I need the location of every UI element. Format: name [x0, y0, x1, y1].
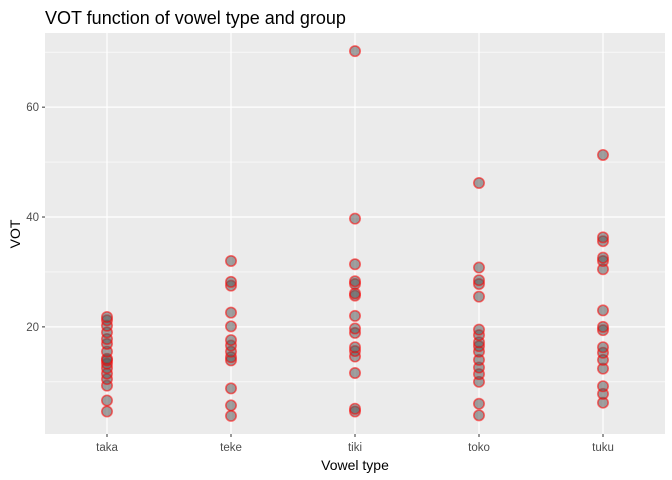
y-tick-label: 40 — [26, 212, 39, 224]
data-point — [225, 409, 238, 422]
data-point — [348, 309, 361, 322]
data-point — [472, 176, 485, 189]
data-point — [225, 320, 238, 333]
data-point — [596, 231, 609, 244]
data-points — [101, 45, 609, 422]
x-tick-label: tuku — [592, 442, 614, 454]
y-tick-label: 60 — [26, 102, 39, 114]
data-point — [225, 275, 238, 288]
data-point — [596, 304, 609, 317]
data-point — [225, 382, 238, 395]
data-point — [348, 367, 361, 380]
y-axis-title: VOT — [7, 219, 23, 248]
data-point — [472, 323, 485, 336]
data-point — [472, 409, 485, 422]
data-point — [348, 45, 361, 58]
data-point — [596, 251, 609, 264]
data-point — [348, 322, 361, 335]
x-tick-label: teke — [220, 442, 242, 454]
y-tick-label: 20 — [26, 322, 39, 334]
x-axis-title: Vowel type — [321, 457, 389, 473]
data-point — [101, 310, 114, 323]
chart-title: VOT function of vowel type and group — [45, 8, 346, 28]
data-point — [101, 394, 114, 407]
data-point — [348, 275, 361, 288]
data-point — [472, 290, 485, 303]
data-point — [596, 341, 609, 354]
data-point — [225, 399, 238, 412]
data-point — [225, 334, 238, 347]
data-point — [101, 405, 114, 418]
data-point — [348, 212, 361, 225]
x-tick-label: tiki — [348, 442, 362, 454]
data-point — [472, 274, 485, 287]
data-point — [596, 320, 609, 333]
data-point — [225, 306, 238, 319]
x-axis-ticks: taka teke tiki toko tuku — [96, 434, 614, 454]
data-point — [225, 254, 238, 267]
y-axis-ticks: 20 40 60 — [26, 102, 45, 334]
data-point — [596, 148, 609, 161]
data-point — [348, 341, 361, 354]
x-tick-label: taka — [96, 442, 118, 454]
data-point — [348, 258, 361, 271]
x-tick-label: toko — [468, 442, 490, 454]
data-point — [472, 397, 485, 410]
data-point — [472, 261, 485, 274]
data-point — [596, 380, 609, 393]
data-point — [348, 402, 361, 415]
